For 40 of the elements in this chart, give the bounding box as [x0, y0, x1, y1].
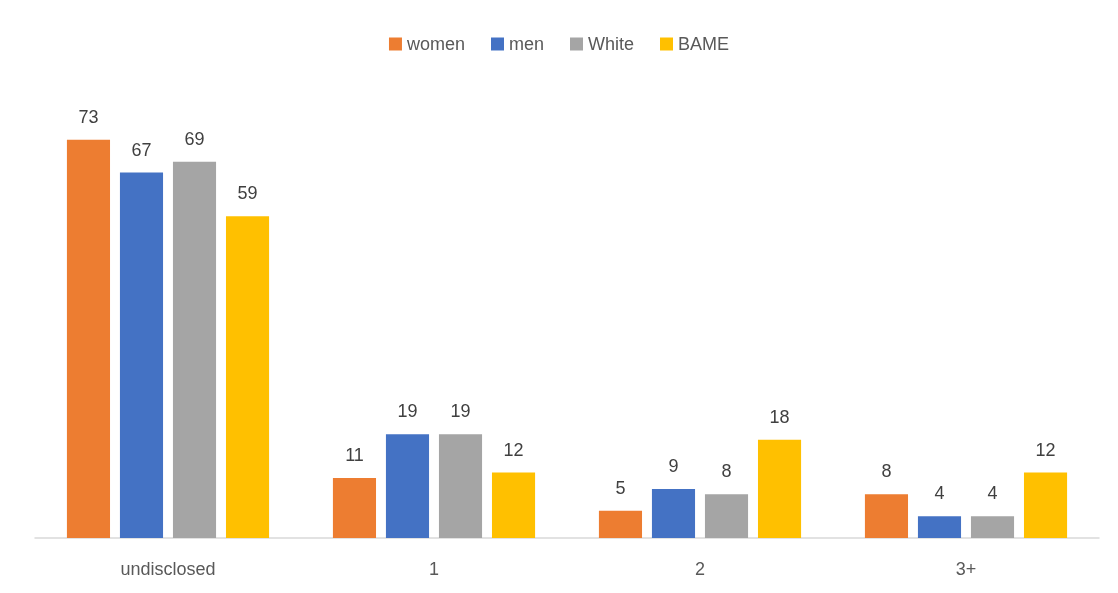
- data-label: 4: [987, 483, 998, 504]
- bar: [491, 472, 536, 538]
- data-label: 59: [237, 183, 258, 204]
- bar: [225, 216, 270, 538]
- bar: [757, 439, 802, 538]
- bar: [332, 478, 377, 538]
- data-label: 18: [769, 406, 790, 427]
- data-label: 19: [397, 401, 418, 422]
- legend-label: women: [405, 34, 465, 54]
- bar: [917, 516, 962, 538]
- bar: [385, 434, 430, 538]
- bar: [598, 510, 643, 538]
- data-label: 12: [1035, 439, 1056, 460]
- bar: [66, 139, 111, 538]
- bar: [172, 161, 217, 538]
- data-label: 67: [131, 139, 152, 160]
- x-tick-label: 2: [694, 559, 706, 579]
- data-label: 5: [615, 477, 626, 498]
- data-label: 12: [503, 439, 524, 460]
- data-label: 8: [881, 461, 892, 482]
- data-label: 9: [668, 455, 679, 476]
- bar: [970, 516, 1015, 538]
- data-label: 11: [345, 445, 364, 465]
- bar: [438, 434, 483, 538]
- data-label: 19: [450, 401, 471, 422]
- legend-label: BAME: [678, 34, 730, 54]
- legend-label: men: [508, 34, 545, 54]
- data-label: 69: [184, 128, 205, 149]
- bar: [704, 494, 749, 538]
- x-tick-label: undisclosed: [120, 559, 216, 579]
- x-tick-label: 1: [428, 559, 440, 579]
- bar: [651, 488, 696, 538]
- data-label: 8: [721, 461, 732, 482]
- bar: [864, 494, 909, 538]
- data-label: 4: [934, 483, 945, 504]
- data-label: 73: [78, 106, 99, 127]
- x-tick-label: 3+: [955, 559, 977, 579]
- bar: [119, 172, 164, 538]
- legend-label: White: [588, 34, 635, 54]
- bar: [1023, 472, 1068, 538]
